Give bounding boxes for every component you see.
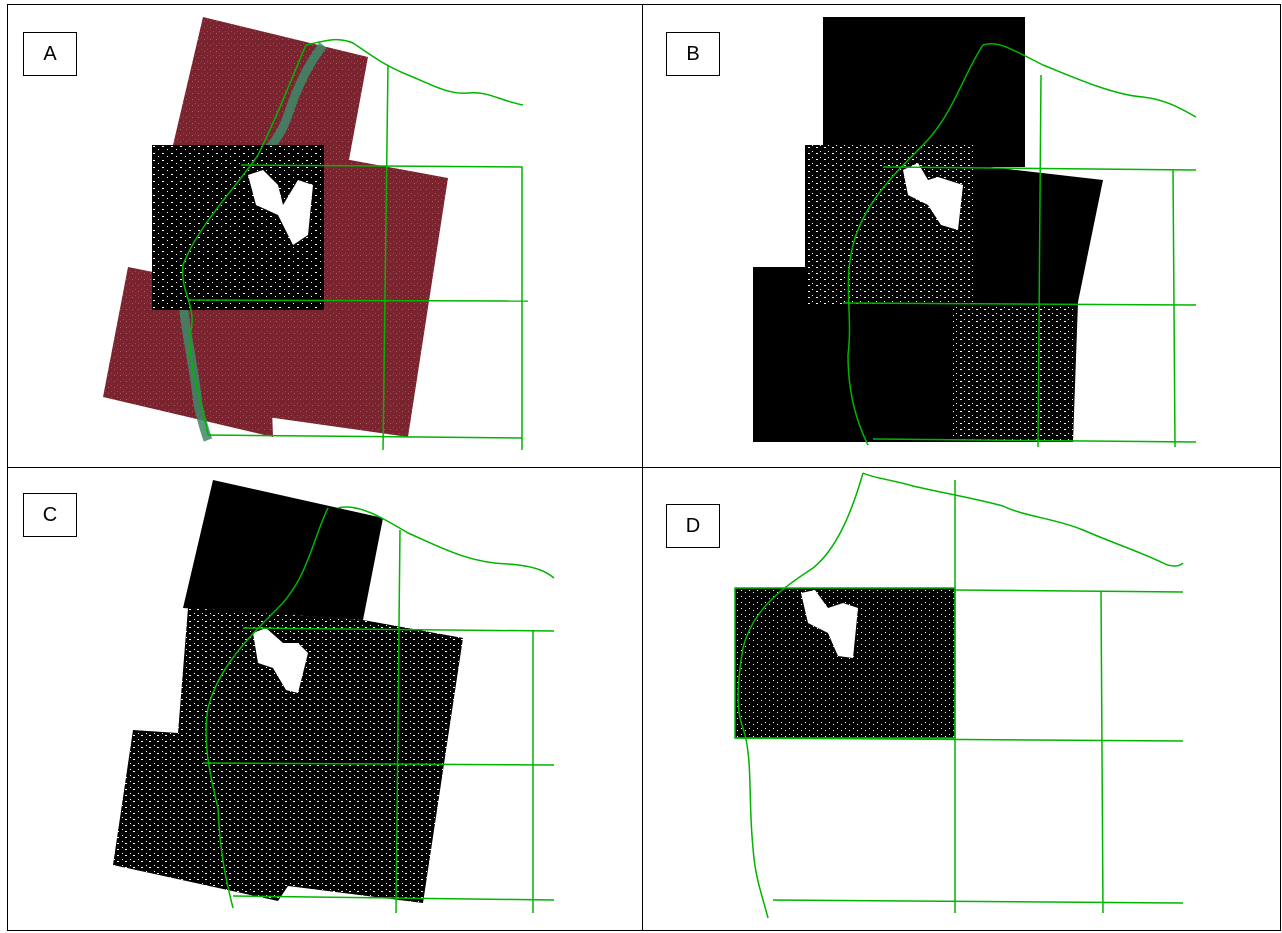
- cloud-white: [903, 163, 963, 230]
- border-line: [181, 38, 529, 451]
- panel-a: A: [8, 5, 642, 467]
- panel-b-map: [753, 17, 1197, 448]
- panel-a-map: [103, 17, 529, 451]
- cloud-mask: [183, 480, 383, 620]
- border-line: [734, 472, 1184, 919]
- panel-label: A: [23, 32, 77, 76]
- panel-label: B: [666, 32, 720, 76]
- cloud-white: [253, 628, 308, 693]
- panel-label-text: A: [43, 42, 57, 65]
- border-line: [202, 506, 555, 914]
- panel-label: D: [666, 504, 720, 548]
- panel-label-text: B: [686, 42, 700, 65]
- cloud-mask: [953, 305, 1073, 440]
- panel-d-map: [734, 472, 1184, 919]
- cloud-mask: [823, 17, 1025, 167]
- panel-label-text: D: [685, 514, 701, 537]
- panel-divider-horizontal: [7, 467, 1281, 468]
- panel-c-map: [113, 480, 555, 914]
- satellite-scene: [253, 155, 448, 437]
- cloud-white: [248, 170, 313, 245]
- panel-b: B: [643, 5, 1280, 467]
- panel-d: D: [643, 468, 1280, 930]
- border-line: [842, 43, 1197, 448]
- panel-c: C: [8, 468, 642, 930]
- panel-label-text: C: [42, 503, 58, 526]
- cloud-white: [801, 590, 858, 658]
- panel-label: C: [23, 493, 77, 537]
- cloud-mask: [113, 608, 463, 903]
